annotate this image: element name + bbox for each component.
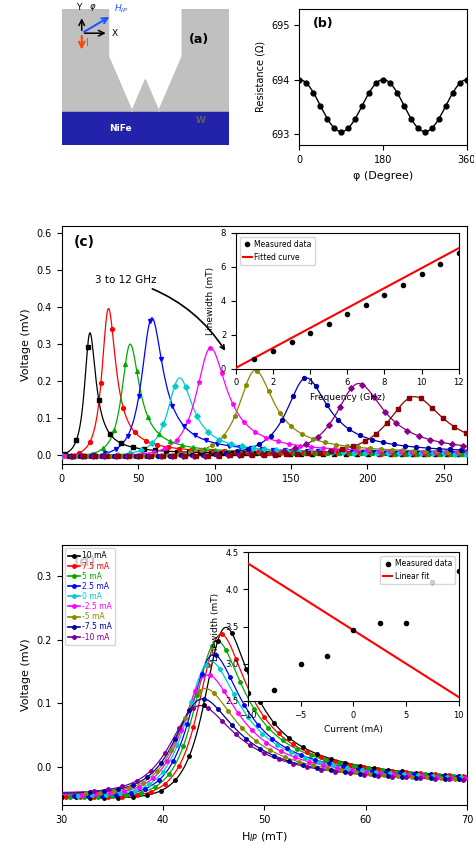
Text: (d): (d) bbox=[74, 555, 96, 569]
Y-axis label: Voltage (mV): Voltage (mV) bbox=[21, 308, 31, 381]
Text: W: W bbox=[196, 116, 206, 125]
Text: X: X bbox=[112, 28, 118, 38]
Text: 3 to 12 GHz: 3 to 12 GHz bbox=[95, 275, 224, 350]
Text: Y: Y bbox=[76, 3, 81, 12]
Y-axis label: Voltage (mV): Voltage (mV) bbox=[21, 639, 31, 711]
Text: (a): (a) bbox=[189, 34, 209, 46]
Text: $H_{IP}$: $H_{IP}$ bbox=[114, 3, 128, 15]
Text: (c): (c) bbox=[74, 235, 95, 249]
Legend: 10 mA, 7.5 mA, 5 mA, 2.5 mA, 0 mA, -2.5 mA, -5 mA, -7.5 mA, -10 mA: 10 mA, 7.5 mA, 5 mA, 2.5 mA, 0 mA, -2.5 … bbox=[65, 548, 115, 645]
Polygon shape bbox=[62, 9, 229, 111]
Text: $\varphi$: $\varphi$ bbox=[89, 3, 97, 14]
X-axis label: φ (Degree): φ (Degree) bbox=[353, 170, 413, 181]
Text: (b): (b) bbox=[313, 17, 333, 30]
Polygon shape bbox=[62, 111, 229, 146]
Y-axis label: Resistance (Ω): Resistance (Ω) bbox=[255, 41, 265, 113]
Text: I: I bbox=[86, 38, 89, 47]
Text: NiFe: NiFe bbox=[109, 124, 132, 133]
X-axis label: H$_{IP}$ (mT): H$_{IP}$ (mT) bbox=[241, 830, 288, 844]
